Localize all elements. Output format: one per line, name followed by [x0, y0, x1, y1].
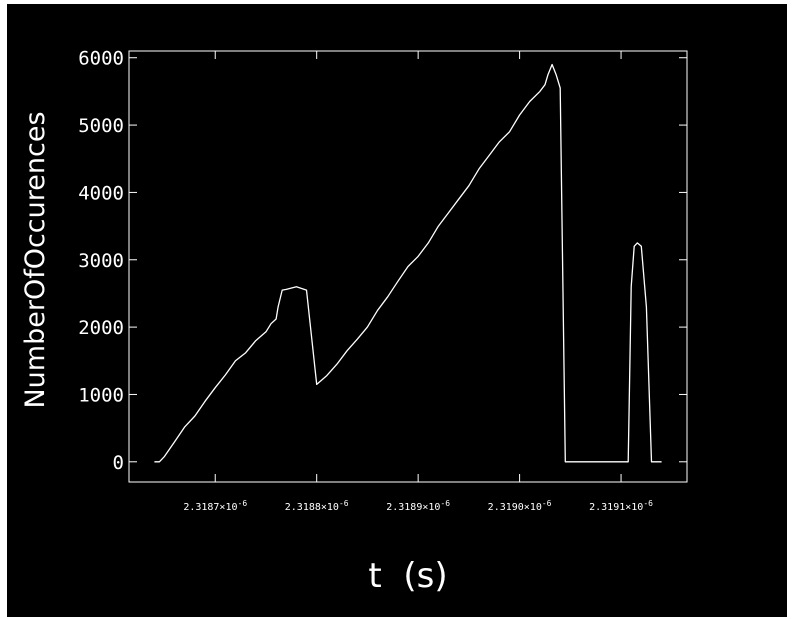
- y-tick-label: 5000: [78, 115, 124, 137]
- y-tick-label: 0: [113, 452, 124, 474]
- x-tick-label: 2.3187×10-6: [183, 499, 247, 513]
- y-tick-label: 2000: [78, 317, 124, 339]
- y-axis: 0 1000 2000 3000 4000 5000 6000: [78, 48, 687, 474]
- y-tick-label: 1000: [78, 384, 124, 406]
- plot-frame: [128, 50, 688, 483]
- y-tick-label: 3000: [78, 250, 124, 272]
- x-axis: 2.3187×10-6 2.3188×10-6 2.3189×10-6 2.3190×…: [183, 51, 653, 513]
- y-axis-label: NumberOfOccurences: [20, 111, 51, 408]
- plot-window: 0 1000 2000 3000 4000 5000 6000 2.3187×10-6 2.3…: [7, 4, 787, 617]
- x-tick-label: 2.3189×10-6: [386, 499, 450, 513]
- x-axis-label: t (s): [368, 556, 447, 596]
- x-tick-label: 2.3188×10-6: [285, 499, 349, 513]
- x-tick-label: 2.3190×10-6: [488, 499, 552, 513]
- x-tick-label: 2.3191×10-6: [589, 499, 653, 513]
- y-tick-label: 6000: [78, 48, 124, 70]
- series-line: [154, 63, 662, 463]
- y-tick-label: 4000: [78, 182, 124, 204]
